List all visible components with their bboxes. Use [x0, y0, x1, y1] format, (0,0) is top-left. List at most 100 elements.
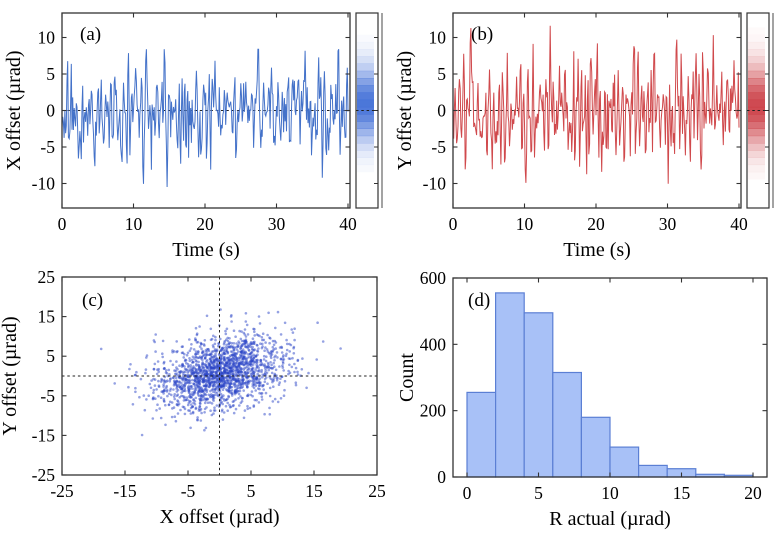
scatter-point: [226, 409, 229, 412]
scatter-point: [175, 380, 178, 384]
scatter-point: [270, 363, 273, 367]
scatter-point: [193, 382, 196, 386]
scatter-point: [201, 377, 204, 381]
scatter-point: [296, 359, 300, 362]
scatter-point: [173, 415, 177, 418]
scatter-point: [189, 347, 193, 350]
scatter-point: [255, 361, 259, 364]
scatter-point: [248, 360, 252, 363]
scatter-point: [228, 403, 231, 407]
x-axis-label: Time (s): [172, 239, 240, 260]
scatter-point: [255, 359, 259, 362]
scatter-point: [199, 368, 203, 372]
scatter-point: [288, 342, 291, 346]
scatter-point: [159, 416, 163, 420]
scatter-point: [209, 376, 212, 380]
scatter-point: [269, 361, 272, 364]
scatter-point: [266, 366, 269, 369]
scatter-point: [194, 350, 198, 353]
panel-b-timeseries: 0 10 20 30 40 -10 -5 0 5 10 Time (s) Y offset (µrad…: [394, 12, 774, 260]
scatter-point: [237, 377, 241, 381]
scatter-point: [246, 369, 249, 372]
scatter-point: [209, 338, 213, 342]
scatter-point: [279, 333, 283, 336]
density-strip-cell: [357, 56, 374, 64]
scatter-point: [223, 339, 227, 343]
scatter-point: [222, 377, 226, 380]
scatter-point: [148, 382, 152, 386]
scatter-point: [153, 362, 157, 366]
scatter-point: [264, 391, 268, 395]
scatter-point: [243, 328, 247, 331]
scatter-point: [156, 360, 160, 363]
scatter-point: [188, 359, 192, 362]
scatter-point: [200, 342, 203, 346]
histogram-bar: [552, 371, 583, 478]
scatter-point: [196, 368, 200, 371]
scatter-point: [183, 365, 186, 368]
scatter-point: [244, 338, 248, 341]
scatter-point: [263, 412, 266, 416]
scatter-point: [174, 369, 178, 372]
scatter-point: [138, 395, 141, 399]
scatter-point: [175, 374, 178, 377]
scatter-point: [175, 366, 178, 369]
y-tick-label: -10: [32, 174, 56, 194]
scatter-point: [278, 365, 281, 368]
histogram-bar: [638, 464, 668, 478]
scatter-point: [220, 346, 224, 350]
scatter-point: [249, 345, 252, 348]
scatter-point: [196, 416, 199, 419]
scatter-point: [163, 367, 166, 370]
scatter-point: [290, 328, 294, 331]
scatter-point: [199, 398, 202, 402]
scatter-point: [190, 369, 193, 372]
scatter-point: [275, 378, 279, 382]
y-tick-label: -5: [431, 137, 446, 157]
scatter-point: [221, 361, 225, 365]
scatter-point: [234, 389, 237, 392]
scatter-point: [200, 351, 204, 355]
scatter-point: [196, 391, 200, 395]
scatter-point: [267, 311, 270, 315]
scatter-point: [175, 402, 179, 406]
x-tick-label: 30: [268, 214, 286, 234]
scatter-point: [244, 335, 248, 338]
scatter-point: [157, 367, 160, 371]
scatter-point: [238, 329, 241, 333]
scatter-point: [273, 356, 276, 359]
scatter-point: [245, 377, 249, 380]
scatter-point: [235, 367, 239, 370]
scatter-point: [189, 384, 193, 388]
scatter-point: [262, 354, 266, 358]
scatter-point: [220, 410, 224, 413]
histogram-bar: [609, 446, 640, 478]
scatter-point: [239, 337, 243, 341]
scatter-point: [252, 405, 256, 408]
scatter-point: [249, 393, 253, 397]
scatter-point: [316, 321, 319, 324]
scatter-point: [162, 399, 166, 403]
scatter-point: [264, 368, 268, 372]
scatter-point: [232, 357, 236, 361]
scatter-point: [220, 366, 224, 370]
scatter-point: [172, 376, 175, 379]
scatter-point: [250, 351, 253, 354]
scatter-point: [250, 342, 254, 345]
scatter-point: [228, 366, 231, 369]
scatter-point: [212, 363, 216, 366]
density-strip-cell: [357, 157, 374, 166]
scatter-point: [281, 355, 285, 359]
scatter-point: [169, 359, 172, 363]
scatter-point: [219, 357, 223, 360]
density-strip-cell: [357, 128, 374, 137]
scatter-point: [219, 401, 222, 405]
scatter-point: [240, 330, 243, 333]
scatter-point: [259, 342, 262, 345]
scatter-point: [195, 362, 198, 366]
scatter-point: [259, 383, 262, 386]
scatter-point: [258, 391, 261, 395]
scatter-point: [198, 405, 201, 408]
scatter-point: [230, 394, 234, 397]
scatter-point: [185, 353, 189, 357]
